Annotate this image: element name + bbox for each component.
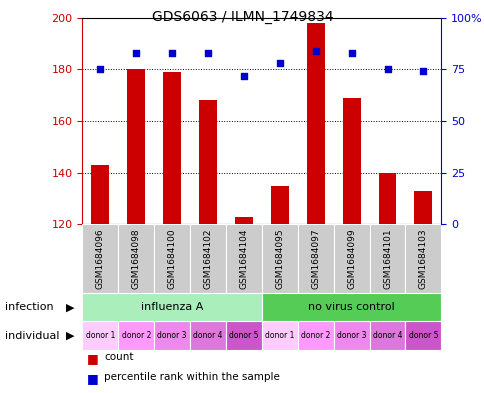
- Bar: [261, 293, 440, 321]
- Text: GSM1684099: GSM1684099: [347, 228, 355, 289]
- Bar: [118, 224, 154, 293]
- Point: [132, 50, 140, 56]
- Point: [311, 48, 319, 54]
- Bar: [342, 98, 360, 224]
- Text: GSM1684100: GSM1684100: [167, 228, 176, 289]
- Text: GSM1684103: GSM1684103: [418, 228, 427, 289]
- Text: GSM1684098: GSM1684098: [132, 228, 140, 289]
- Text: ▶: ▶: [66, 302, 75, 312]
- Text: donor 1: donor 1: [265, 331, 294, 340]
- Text: GSM1684102: GSM1684102: [203, 229, 212, 289]
- Text: donor 5: donor 5: [229, 331, 258, 340]
- Text: donor 3: donor 3: [157, 331, 186, 340]
- Point: [275, 60, 283, 66]
- Text: GDS6063 / ILMN_1749834: GDS6063 / ILMN_1749834: [151, 10, 333, 24]
- Text: donor 4: donor 4: [193, 331, 222, 340]
- Bar: [306, 23, 324, 224]
- Bar: [127, 69, 145, 224]
- Bar: [118, 321, 154, 350]
- Text: donor 1: donor 1: [86, 331, 115, 340]
- Text: no virus control: no virus control: [308, 302, 394, 312]
- Bar: [226, 321, 261, 350]
- Bar: [190, 224, 226, 293]
- Bar: [190, 321, 226, 350]
- Text: GSM1684104: GSM1684104: [239, 229, 248, 289]
- Bar: [154, 321, 190, 350]
- Bar: [378, 173, 396, 224]
- Text: individual: individual: [5, 331, 59, 341]
- Text: GSM1684095: GSM1684095: [275, 228, 284, 289]
- Text: GSM1684101: GSM1684101: [382, 228, 391, 289]
- Bar: [82, 293, 261, 321]
- Text: donor 2: donor 2: [301, 331, 330, 340]
- Bar: [235, 217, 253, 224]
- Text: ■: ■: [87, 372, 99, 385]
- Text: donor 3: donor 3: [336, 331, 365, 340]
- Bar: [82, 224, 118, 293]
- Bar: [270, 185, 288, 224]
- Bar: [199, 100, 217, 224]
- Bar: [154, 224, 190, 293]
- Bar: [261, 321, 297, 350]
- Text: influenza A: influenza A: [141, 302, 203, 312]
- Point: [419, 68, 426, 75]
- Point: [96, 66, 104, 72]
- Bar: [369, 224, 405, 293]
- Bar: [91, 165, 109, 224]
- Point: [240, 72, 247, 79]
- Text: infection: infection: [5, 302, 53, 312]
- Text: donor 5: donor 5: [408, 331, 437, 340]
- Text: GSM1684096: GSM1684096: [96, 228, 105, 289]
- Text: ▶: ▶: [66, 331, 75, 341]
- Point: [383, 66, 391, 72]
- Text: donor 2: donor 2: [121, 331, 151, 340]
- Text: GSM1684097: GSM1684097: [311, 228, 319, 289]
- Text: donor 4: donor 4: [372, 331, 401, 340]
- Bar: [333, 224, 369, 293]
- Text: ■: ■: [87, 352, 99, 365]
- Bar: [297, 224, 333, 293]
- Bar: [297, 321, 333, 350]
- Text: percentile rank within the sample: percentile rank within the sample: [104, 372, 280, 382]
- Bar: [226, 224, 261, 293]
- Bar: [261, 224, 297, 293]
- Point: [347, 50, 355, 56]
- Bar: [333, 321, 369, 350]
- Bar: [405, 321, 440, 350]
- Bar: [163, 72, 181, 224]
- Text: count: count: [104, 352, 134, 362]
- Bar: [82, 321, 118, 350]
- Point: [168, 50, 176, 56]
- Bar: [405, 224, 440, 293]
- Bar: [413, 191, 432, 224]
- Point: [204, 50, 212, 56]
- Bar: [369, 321, 405, 350]
